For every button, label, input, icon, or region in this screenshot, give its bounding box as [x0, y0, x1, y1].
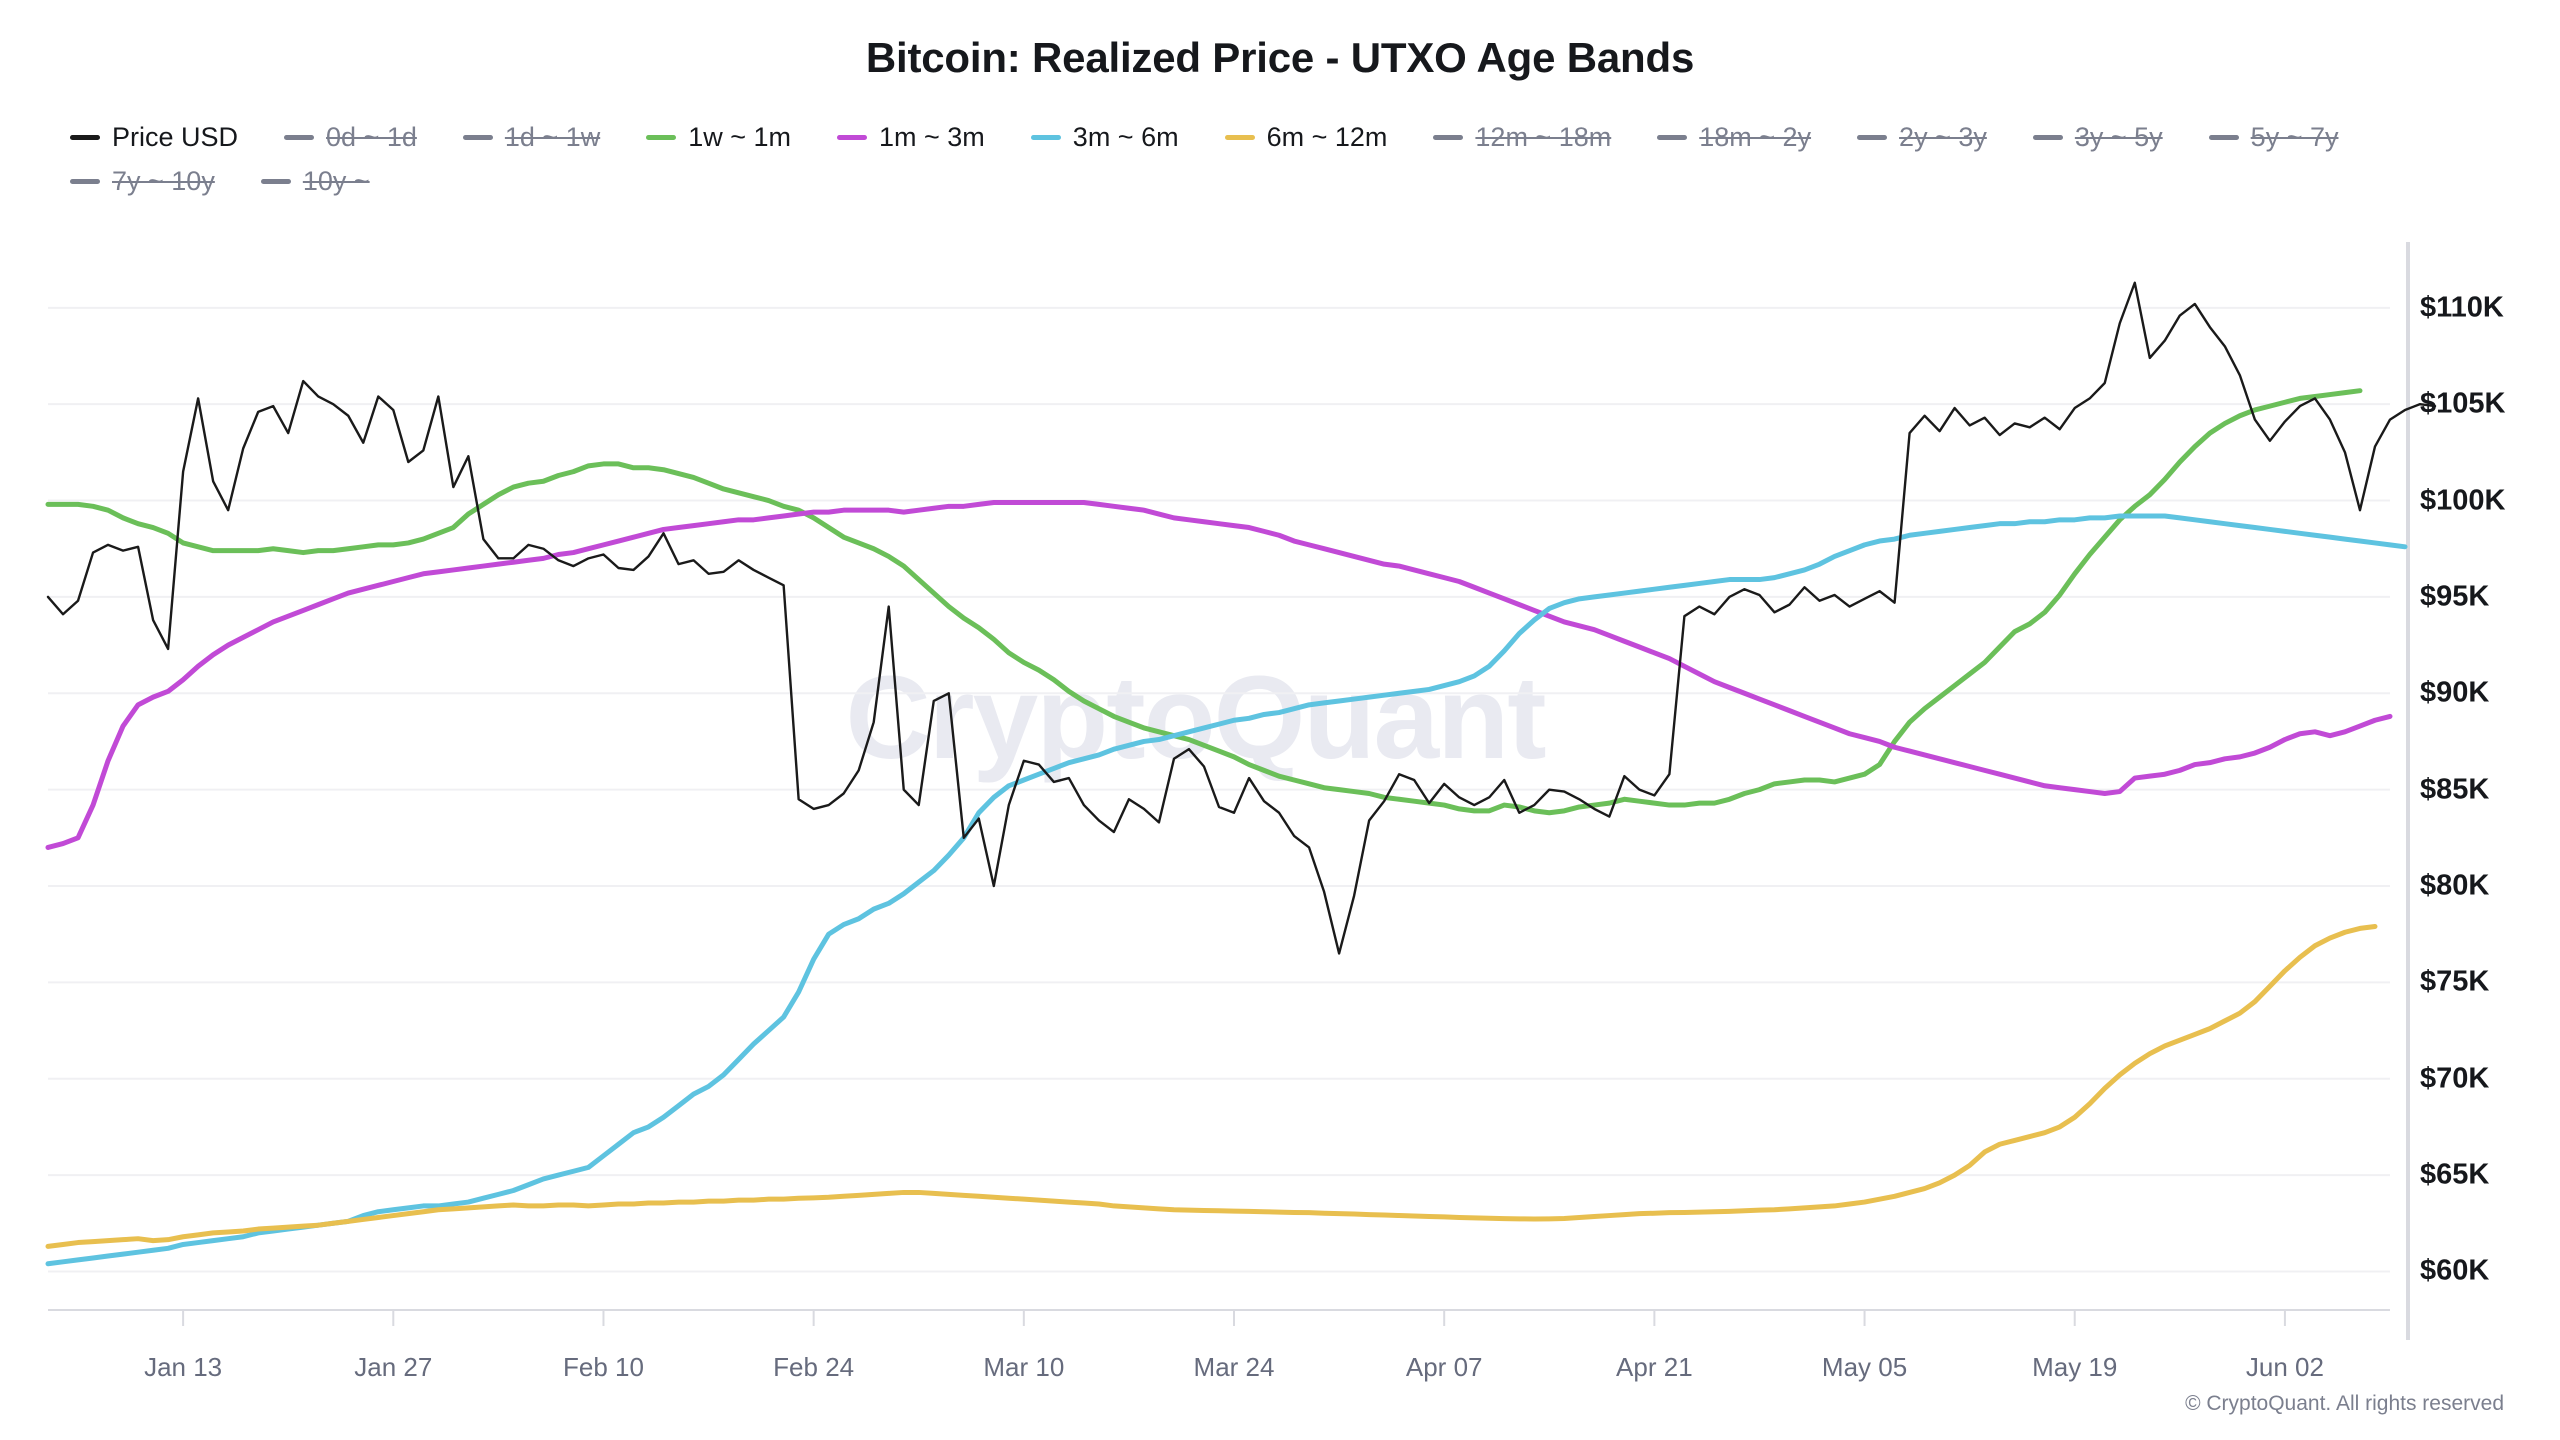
copyright-notice: © CryptoQuant. All rights reserved: [2185, 1392, 2504, 1415]
x-axis-tick-label: Mar 24: [1193, 1352, 1275, 1382]
legend-item-label: Price USD: [112, 121, 239, 152]
line-swatch: [1433, 134, 1464, 140]
chart-legend: Price USD 0d ~ 1d 1d ~ 1w 1w ~ 1m 1m ~ 3m 3m …: [70, 118, 2500, 200]
y-axis-tick-label: $85K: [2420, 773, 2490, 806]
line-swatch: [70, 178, 100, 184]
series-line-3m-6m: [45, 513, 2408, 1267]
page-title: Bitcoin: Realized Price - UTXO Age Bands: [865, 34, 1695, 81]
x-axis-tick-label: May 05: [1821, 1352, 1908, 1382]
y-axis-tick-label: $75K: [2420, 965, 2490, 998]
legend-item-1m-3m[interactable]: 1m ~ 3m: [837, 118, 985, 156]
legend-item-label: 0d ~ 1d: [326, 121, 417, 152]
line-swatch: [1857, 134, 1888, 140]
legend-item-price-usd[interactable]: Price USD: [70, 118, 238, 156]
legend-item-label: 5y ~ 7y: [2250, 121, 2339, 152]
line-swatch: [2032, 134, 2063, 140]
x-axis-tick-label: Jan 13: [144, 1352, 223, 1382]
legend-item-7y-10y[interactable]: 7y ~ 10y: [70, 162, 215, 200]
axis-lines: [48, 242, 2410, 1340]
x-axis-tick-label: Apr 21: [1616, 1352, 1693, 1382]
legend-item-6m-12m[interactable]: 6m ~ 12m: [1224, 118, 1388, 156]
legend-item-12m-18m[interactable]: 12m ~ 18m: [1433, 118, 1611, 156]
series-line-price-usd: [46, 281, 2437, 955]
legend-item-label: 1w ~ 1m: [688, 121, 791, 152]
line-swatch: [462, 134, 493, 140]
x-axis-tick-label: Mar 10: [983, 1352, 1065, 1382]
y-axis-tick-label: $105K: [2420, 387, 2506, 420]
y-axis-tick-label: $100K: [2420, 484, 2506, 517]
legend-item-18m-2y[interactable]: 18m ~ 2y: [1657, 118, 1811, 156]
legend-item-label: 1m ~ 3m: [879, 121, 985, 152]
legend-item-label: 6m ~ 12m: [1266, 121, 1388, 152]
legend-item-label: 3y ~ 5y: [2074, 121, 2163, 152]
line-swatch: [837, 134, 867, 140]
series-line-1w-1m: [45, 388, 2363, 816]
x-axis-tick-label: Apr 07: [1405, 1352, 1483, 1382]
series-lines: [45, 281, 2437, 1267]
chart-svg: [45, 242, 2437, 1340]
y-axis-tick-label: $80K: [2420, 869, 2490, 902]
y-axis-tick-label: $95K: [2420, 580, 2490, 613]
line-swatch: [70, 134, 100, 140]
line-swatch: [1224, 134, 1255, 140]
x-tick-marks: [182, 1310, 2286, 1326]
x-axis-tick-label: Feb 24: [773, 1352, 855, 1382]
legend-item-5y-7y[interactable]: 5y ~ 7y: [2208, 118, 2339, 156]
legend-item-1w-1m[interactable]: 1w ~ 1m: [646, 118, 791, 156]
y-axis-tick-label: $60K: [2420, 1254, 2490, 1287]
line-swatch: [1657, 134, 1688, 140]
series-line-1m-3m: [45, 499, 2393, 850]
legend-item-3m-6m[interactable]: 3m ~ 6m: [1030, 118, 1179, 156]
legend-item-label: 12m ~ 18m: [1475, 121, 1612, 152]
legend-item-0d-1d[interactable]: 0d ~ 1d: [284, 118, 417, 156]
line-swatch: [646, 134, 677, 140]
y-axis-tick-label: $70K: [2420, 1062, 2490, 1095]
series-line-6m-12m: [45, 923, 2378, 1249]
line-swatch: [2208, 134, 2239, 140]
x-axis-tick-label: Jan 27: [354, 1352, 433, 1382]
x-axis-tick-label: May 19: [2032, 1352, 2118, 1382]
line-swatch: [284, 134, 315, 140]
legend-item-1d-1w[interactable]: 1d ~ 1w: [462, 118, 601, 156]
x-axis-tick-label: Feb 10: [562, 1352, 644, 1382]
y-axis-tick-label: $90K: [2420, 676, 2490, 709]
legend-item-label: 2y ~ 3y: [1899, 121, 1987, 152]
legend-item-label: 18m ~ 2y: [1699, 121, 1812, 152]
gridlines: [48, 306, 2390, 1273]
legend-item-label: 3m ~ 6m: [1072, 121, 1179, 152]
line-swatch: [1030, 134, 1061, 140]
legend-item-2y-3y[interactable]: 2y ~ 3y: [1857, 118, 1987, 156]
legend-item-3y-5y[interactable]: 3y ~ 5y: [2032, 118, 2163, 156]
x-axis-tick-label: Jun 02: [2245, 1352, 2324, 1382]
line-swatch: [260, 178, 291, 184]
plot-area: CryptoQuant: [0, 240, 2560, 1350]
y-axis-tick-label: $65K: [2420, 1158, 2490, 1191]
legend-item-label: 10y ~: [302, 165, 370, 196]
legend-item-label: 1d ~ 1w: [504, 121, 601, 152]
legend-item-label: 7y ~ 10y: [112, 165, 215, 196]
legend-item-10y[interactable]: 10y ~: [260, 162, 370, 200]
y-axis-tick-label: $110K: [2420, 291, 2504, 324]
